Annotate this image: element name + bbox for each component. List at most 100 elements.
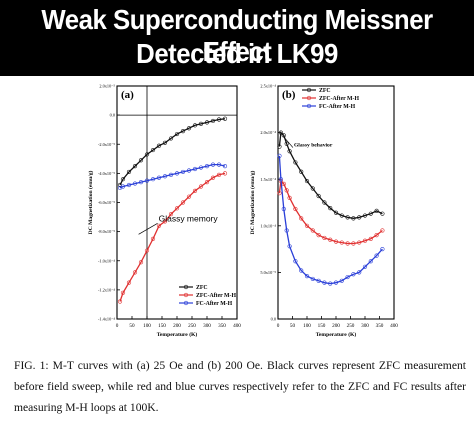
panel-a-series-0-point (222, 116, 228, 121)
panel-b-ytick-label: 2.5x10⁻⁴ (260, 84, 276, 89)
panel-b-series-0-point (293, 160, 298, 165)
panel-a-series-1-point (210, 175, 216, 180)
panel-b-series-0-point (357, 215, 362, 220)
panel-b-xtick-label: 400 (390, 323, 398, 329)
panel-b-series-1-point (287, 195, 292, 200)
panel-a-series-0-point (162, 140, 168, 145)
panel-b-series-0-point (328, 205, 333, 211)
panel-a-xtick-label: 350 (218, 323, 226, 329)
panel-a-series-1-point (150, 236, 156, 242)
panel-b-series-1-point (316, 233, 321, 238)
panel-b-series-1-point (368, 236, 373, 241)
panel-a-series-2-point (120, 184, 126, 189)
panel-b-ytick-label: 5.0x10⁻⁵ (260, 270, 276, 275)
panel-a-xtick-label: 400 (233, 323, 241, 329)
panel-b-series-0-point (345, 215, 350, 220)
panel-b-ytick-label: 1.5x10⁻⁴ (260, 177, 276, 182)
panel-b-series-1-point (333, 239, 339, 244)
panel-a-xtick-label: 0 (116, 323, 119, 329)
panel-b-series-2-point (278, 177, 284, 182)
panel-a-ytick-label: 2.0x10⁻⁵ (99, 84, 115, 89)
figure: 0 50 100 150 200 250 300 350 400 2.0x10⁻⁵ 0.0 -2.0x… (87, 84, 398, 338)
panel-b-ytick-label: 1.0x10⁻⁴ (260, 223, 276, 228)
panel-b-series-1-point (299, 216, 304, 221)
panel-b-series-2-point (357, 270, 362, 275)
panel-a-legend-marker (183, 292, 189, 298)
panel-a-series-2-point (168, 172, 174, 177)
panel-a-series-2-line (119, 163, 226, 189)
panel-a-series-0-point (186, 126, 192, 131)
panel-a-series-2-point (198, 165, 204, 170)
panel-b-series-0-point (322, 200, 327, 205)
panel-a-ytick-label: -6.0x10⁻⁵ (98, 200, 116, 205)
panel-b-legend-entry: ZFC-After M-H (319, 96, 359, 102)
panel-b-series-1-line (278, 179, 383, 245)
panel-a-series-1-point (126, 280, 132, 285)
panel-b-xtick-label: 50 (290, 323, 296, 329)
panel-a-series-2-point (204, 163, 210, 169)
panel-a-series-2-point (126, 182, 132, 188)
panel-a-series-1-point (222, 171, 228, 176)
panel-b-series-2-point (351, 272, 356, 277)
title-line-1: Weak Superconducting Meissner Effect (41, 4, 433, 67)
panel-a-series-2-point (216, 162, 222, 167)
panel-b-series-1-point (304, 223, 310, 228)
panel-b-series-1-point (277, 191, 282, 196)
panel-b-series-1-point (328, 237, 333, 242)
panel-b-ytick-label: 0.0 (271, 317, 276, 322)
panel-a-series-0-point (216, 117, 222, 122)
panel-a-xtick-label: 200 (173, 323, 181, 329)
panel-b-series-2-point (374, 253, 379, 258)
panel-a-xtick-label: 150 (158, 323, 166, 329)
panel-a-series-0-point (192, 123, 198, 128)
panel-a-series-1-point (186, 194, 192, 199)
panel-a-series-1-point (138, 260, 144, 265)
panel-a-series-2-point (162, 174, 168, 179)
panel-a-series-2-point (222, 163, 228, 169)
panel-a-series-1-point (117, 299, 123, 304)
panel-a-series-0-point (180, 129, 186, 134)
panel-a-xtick-label: 250 (188, 323, 196, 329)
panel-a-xtick-label: 100 (143, 323, 151, 329)
panel-b-series-2-point (310, 276, 315, 282)
panel-a-series-2-point (174, 171, 180, 176)
panel-b-xtick-label: 150 (318, 323, 326, 329)
panel-b-series-2-point (345, 274, 350, 280)
panel-b-series-0-point (339, 213, 344, 218)
panel-b-annotation-arrow (282, 136, 294, 148)
panel-a-legend-marker (183, 300, 189, 306)
panel-b-series-2-point (316, 278, 321, 283)
panel-b-xtick-label: 200 (332, 323, 340, 329)
panel-a-series-2-point (210, 162, 216, 167)
panel-a-xtick-label: 50 (129, 323, 135, 329)
panel-a-xtick-label: 300 (203, 323, 211, 329)
title-line-2: Detected in LK99 (136, 38, 338, 69)
panel-a-series-0-point (168, 136, 174, 141)
panel-b-series-0-point (299, 169, 304, 174)
panel-b-ytick-label: 2.0x10⁻⁴ (260, 130, 276, 135)
panel-b-series-2-point (362, 264, 368, 269)
panel-b-series-2-point (304, 274, 310, 279)
panel-a-series-0-point (204, 120, 210, 125)
panel-b-series-2-point (322, 280, 327, 285)
panel-a-label: (a) (121, 89, 134, 101)
panel-a-series-0-point (126, 169, 132, 175)
panel-a-series-1-point (204, 180, 210, 185)
panel-a-series-0-point (144, 152, 150, 157)
panel-a-series-1-point (198, 184, 204, 189)
panel-a-legend-marker (183, 284, 189, 290)
panel-a-series-2-point (186, 168, 192, 173)
panel-a-series-1-point (168, 212, 174, 217)
panel-a-ylabel: DC Magnetization (emu/g) (87, 171, 94, 235)
panel-a-annotation: Glassy memory (159, 213, 219, 223)
panel-b-series-0-point (362, 213, 368, 218)
panel-a-series-0-point (132, 163, 138, 169)
panel-a-frame (116, 85, 238, 320)
panel-a-ytick-label: -1.0x10⁻⁴ (98, 258, 116, 263)
panel-a-series-1-point (120, 290, 126, 295)
panel-b-series-0-point (278, 130, 284, 135)
panel-b-series-0-point (316, 193, 321, 199)
panel-b-series-0-point (277, 144, 282, 149)
panel-b-xtick-label: 0 (277, 323, 280, 329)
panel-b-series-1-point (345, 241, 350, 246)
